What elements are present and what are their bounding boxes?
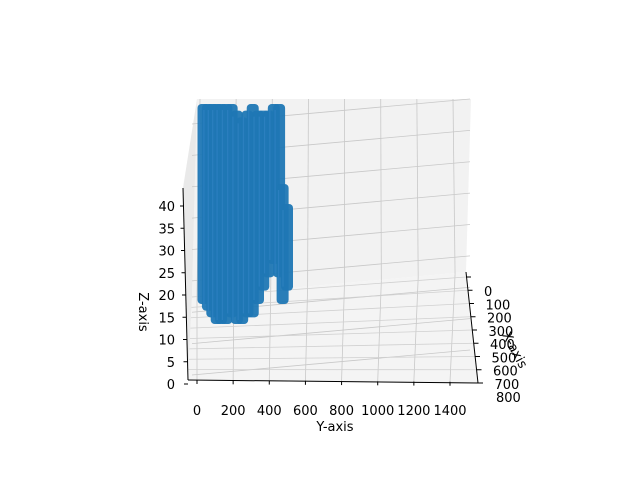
- z-tick-label: 5: [167, 356, 175, 371]
- z-tick-label: 0: [167, 378, 175, 393]
- z-axis-line: [182, 187, 189, 381]
- y-tick-label: 0: [193, 404, 201, 419]
- x-floor-grid-line: [190, 316, 471, 329]
- y-floor-grid-line: [305, 287, 308, 381]
- z-wall-grid-line: [191, 318, 471, 345]
- y-tick-label: 1200: [397, 404, 430, 419]
- z-tick-label: 15: [158, 311, 175, 326]
- y-wall-grid-line: [307, 98, 309, 288]
- z-wall-grid-line: [191, 349, 471, 376]
- y-wall-grid-line: [380, 98, 382, 281]
- z-axis-label: Z-axis: [135, 292, 150, 332]
- z-tick-label: 20: [158, 289, 175, 304]
- y-wall-grid-line: [416, 98, 419, 278]
- y-tick-label: 200: [221, 404, 246, 419]
- x-floor-grid-line: [189, 329, 473, 339]
- y-tick-label: 1000: [361, 404, 394, 419]
- z-tick-label: 25: [158, 267, 175, 282]
- z-tick-label: 35: [158, 222, 175, 237]
- x-tick-label: 0: [484, 285, 492, 300]
- x-tick-label: 300: [489, 325, 514, 340]
- y-tick-label: 800: [329, 404, 354, 419]
- y-tick-label: 400: [257, 404, 282, 419]
- y-floor-grid-line: [341, 283, 345, 382]
- y-floor-grid-line: [449, 274, 456, 382]
- z-tick-label: 40: [158, 200, 175, 215]
- x-tick-label: 500: [492, 351, 517, 366]
- y-floor-grid-line: [377, 280, 382, 382]
- x-tick-label: 800: [496, 391, 521, 406]
- y-wall-grid-line: [452, 98, 456, 275]
- x-tick-label: 100: [486, 298, 511, 313]
- x-tick-label: 600: [493, 365, 518, 380]
- x-floor-grid-line: [189, 342, 474, 350]
- y-tick-label: 1400: [433, 404, 466, 419]
- y-axis-label: Y-axis: [315, 420, 353, 435]
- x-tick-label: 400: [490, 338, 515, 353]
- z-tick-label: 30: [158, 245, 175, 260]
- z-tick-label: 10: [158, 334, 175, 349]
- x-tick-label: 200: [487, 312, 512, 327]
- y-floor-grid-line: [413, 277, 419, 382]
- axis-ticks: 0 200 400 600 800 1000 1200 1400051015202530354…: [158, 200, 520, 419]
- surface-column: [281, 204, 293, 291]
- y-axis-line: [187, 379, 479, 384]
- x-floor-grid-line: [188, 356, 476, 360]
- surface-series: [197, 104, 293, 325]
- x-tick-label: 700: [495, 378, 520, 393]
- y-tick-label: 600: [293, 404, 318, 419]
